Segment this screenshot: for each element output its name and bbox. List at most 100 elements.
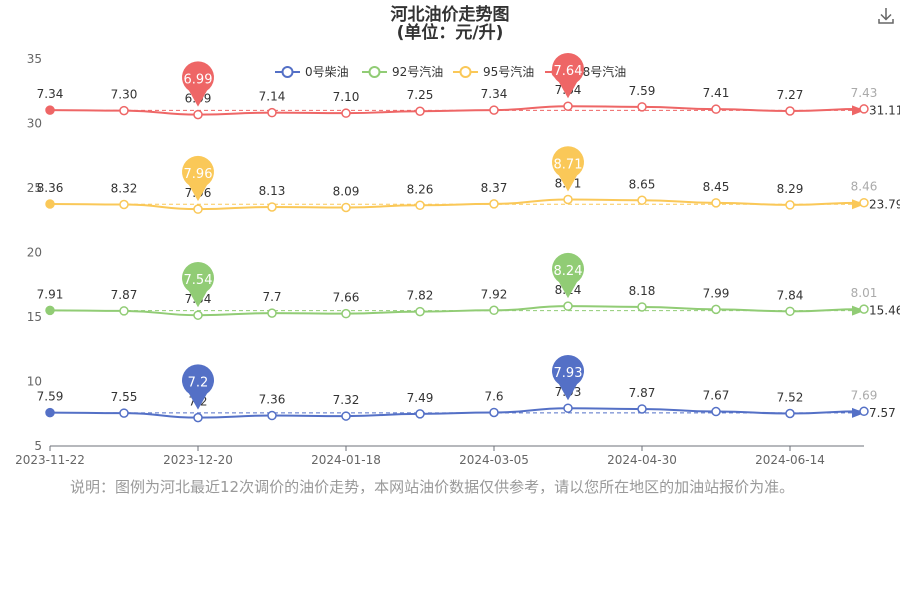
data-point[interactable]: [341, 108, 351, 118]
y-tick-label: 10: [27, 375, 42, 389]
data-point[interactable]: [489, 407, 499, 418]
data-label: 7.55: [111, 390, 138, 404]
data-point[interactable]: [489, 105, 499, 115]
data-point[interactable]: [45, 105, 55, 115]
value-pin: 7.2: [182, 364, 214, 410]
data-point[interactable]: [563, 301, 573, 311]
download-icon[interactable]: [876, 6, 896, 26]
data-point[interactable]: [563, 403, 573, 413]
data-label: 8.37: [481, 181, 508, 195]
data-label: 7.69: [851, 388, 878, 402]
data-point[interactable]: [193, 310, 203, 320]
data-point[interactable]: [859, 197, 869, 208]
data-label: 8.65: [629, 177, 656, 191]
data-point[interactable]: [267, 308, 277, 318]
data-point[interactable]: [193, 109, 203, 120]
pin-label: 8.24: [554, 264, 583, 279]
data-point[interactable]: [859, 406, 869, 417]
data-point[interactable]: [785, 306, 795, 317]
data-label: 7.66: [333, 291, 360, 305]
data-point[interactable]: [859, 104, 869, 114]
data-label: 7.34: [37, 87, 64, 101]
data-label: 7.84: [777, 288, 804, 302]
data-point[interactable]: [267, 107, 277, 118]
data-point[interactable]: [711, 198, 721, 208]
series-0: 7.577.597.557.27.367.327.497.67.937.877.…: [37, 385, 896, 423]
legend-label: 98号汽油: [575, 64, 626, 79]
data-point[interactable]: [119, 408, 129, 418]
series-1: 15.467.917.877.547.77.667.827.928.248.18…: [37, 283, 900, 320]
legend-item[interactable]: 95号汽油: [453, 64, 534, 79]
pin-shape: [552, 252, 584, 299]
data-label: 7.25: [407, 88, 434, 102]
legend-label: 92号汽油: [392, 64, 443, 79]
chart-title: 河北油价走势图: [391, 4, 510, 25]
y-tick-label: 25: [27, 181, 42, 195]
data-point[interactable]: [563, 194, 573, 205]
pin-label: 8.71: [554, 157, 583, 172]
data-label: 8.46: [851, 180, 878, 194]
data-label: 7.87: [111, 288, 138, 302]
data-label: 8.09: [333, 184, 360, 198]
data-label: 7.27: [777, 88, 804, 102]
value-pin: 7.64: [552, 52, 584, 99]
data-point[interactable]: [489, 199, 499, 209]
data-label: 7.59: [37, 390, 64, 404]
legend-item[interactable]: 0号柴油: [275, 65, 349, 79]
data-label: 7.49: [407, 391, 434, 405]
data-point[interactable]: [45, 305, 55, 316]
data-point[interactable]: [785, 200, 795, 210]
data-point[interactable]: [711, 304, 721, 315]
data-point[interactable]: [415, 200, 425, 211]
pin-label: 7.96: [184, 167, 213, 182]
value-pin: 7.93: [552, 354, 584, 401]
data-point[interactable]: [785, 106, 795, 116]
data-point[interactable]: [711, 104, 721, 114]
data-point[interactable]: [415, 106, 425, 116]
data-label: 7.10: [333, 90, 360, 104]
x-tick-label: 2024-04-30: [607, 453, 677, 467]
legend-item[interactable]: 92号汽油: [362, 64, 443, 79]
data-label: 7.92: [481, 287, 508, 301]
data-point[interactable]: [785, 408, 795, 419]
data-point[interactable]: [563, 101, 573, 111]
pin-shape: [182, 364, 214, 410]
data-label: 8.36: [37, 181, 64, 195]
data-point[interactable]: [45, 407, 55, 418]
pin-label: 7.93: [554, 366, 583, 381]
data-point[interactable]: [119, 105, 129, 116]
data-point[interactable]: [637, 302, 647, 312]
data-point[interactable]: [267, 202, 277, 212]
data-point[interactable]: [711, 406, 721, 417]
data-point[interactable]: [637, 404, 647, 414]
max-pins: 7.93 7.2 8.24 7.54 8.71 7.96 7.64 6.99: [182, 52, 584, 410]
pin-label: 6.99: [184, 73, 213, 88]
legend-label: 95号汽油: [483, 64, 534, 79]
data-point[interactable]: [193, 412, 203, 423]
x-tick-label: 2024-03-05: [459, 453, 529, 467]
data-point[interactable]: [341, 202, 351, 213]
data-point[interactable]: [341, 411, 351, 421]
data-point[interactable]: [637, 195, 647, 206]
data-point[interactable]: [119, 199, 129, 210]
data-point[interactable]: [415, 306, 425, 317]
data-point[interactable]: [193, 204, 203, 214]
average-arrow: [852, 105, 865, 116]
data-point[interactable]: [637, 102, 647, 112]
value-pin: 7.96: [182, 155, 214, 202]
data-point[interactable]: [341, 308, 351, 319]
series-3: 31.117.347.306.997.147.107.257.347.647.5…: [37, 83, 900, 120]
data-point[interactable]: [415, 409, 425, 419]
data-point[interactable]: [119, 306, 129, 316]
data-point[interactable]: [859, 304, 869, 314]
data-point[interactable]: [267, 410, 277, 421]
average-end-label: 15.46: [869, 304, 900, 318]
value-pin: 6.99: [182, 61, 214, 107]
legend-swatch-marker: [368, 66, 381, 78]
average-end-label: 7.57: [869, 406, 896, 420]
data-point[interactable]: [489, 305, 499, 316]
data-label: 8.01: [851, 286, 878, 300]
data-point[interactable]: [45, 199, 55, 209]
data-label: 7.41: [703, 86, 730, 100]
